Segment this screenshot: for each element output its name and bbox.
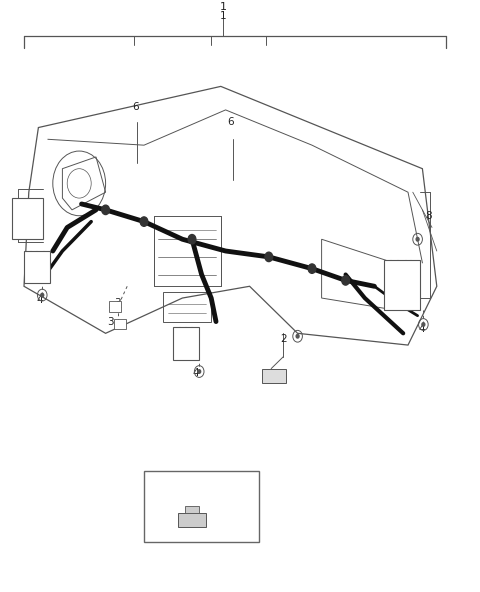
Text: 3: 3 bbox=[107, 317, 114, 327]
FancyBboxPatch shape bbox=[178, 513, 206, 527]
FancyBboxPatch shape bbox=[144, 471, 259, 542]
Text: 5: 5 bbox=[12, 214, 19, 224]
Text: 6: 6 bbox=[132, 102, 139, 112]
Circle shape bbox=[308, 264, 316, 274]
Text: 3: 3 bbox=[114, 298, 121, 308]
Text: 7: 7 bbox=[198, 502, 205, 511]
Circle shape bbox=[140, 217, 148, 226]
Circle shape bbox=[296, 334, 299, 338]
FancyBboxPatch shape bbox=[114, 318, 126, 329]
FancyBboxPatch shape bbox=[185, 506, 199, 513]
Text: 4: 4 bbox=[192, 368, 199, 378]
Text: 8: 8 bbox=[425, 211, 432, 221]
FancyBboxPatch shape bbox=[173, 327, 199, 360]
Text: 1: 1 bbox=[220, 11, 227, 21]
Text: 2: 2 bbox=[280, 334, 287, 344]
FancyBboxPatch shape bbox=[24, 251, 50, 284]
Circle shape bbox=[102, 205, 109, 214]
FancyBboxPatch shape bbox=[109, 301, 121, 311]
Circle shape bbox=[198, 370, 201, 374]
Circle shape bbox=[41, 293, 44, 297]
Text: 4: 4 bbox=[418, 324, 425, 334]
FancyBboxPatch shape bbox=[384, 260, 420, 310]
FancyBboxPatch shape bbox=[12, 198, 43, 239]
Circle shape bbox=[416, 237, 419, 241]
Text: 6: 6 bbox=[227, 117, 234, 127]
FancyBboxPatch shape bbox=[262, 369, 286, 383]
Circle shape bbox=[342, 276, 349, 285]
Text: 1: 1 bbox=[220, 2, 227, 12]
Circle shape bbox=[265, 252, 273, 262]
Circle shape bbox=[422, 323, 425, 326]
Circle shape bbox=[188, 234, 196, 244]
Text: 4: 4 bbox=[36, 295, 43, 305]
Circle shape bbox=[37, 276, 40, 279]
